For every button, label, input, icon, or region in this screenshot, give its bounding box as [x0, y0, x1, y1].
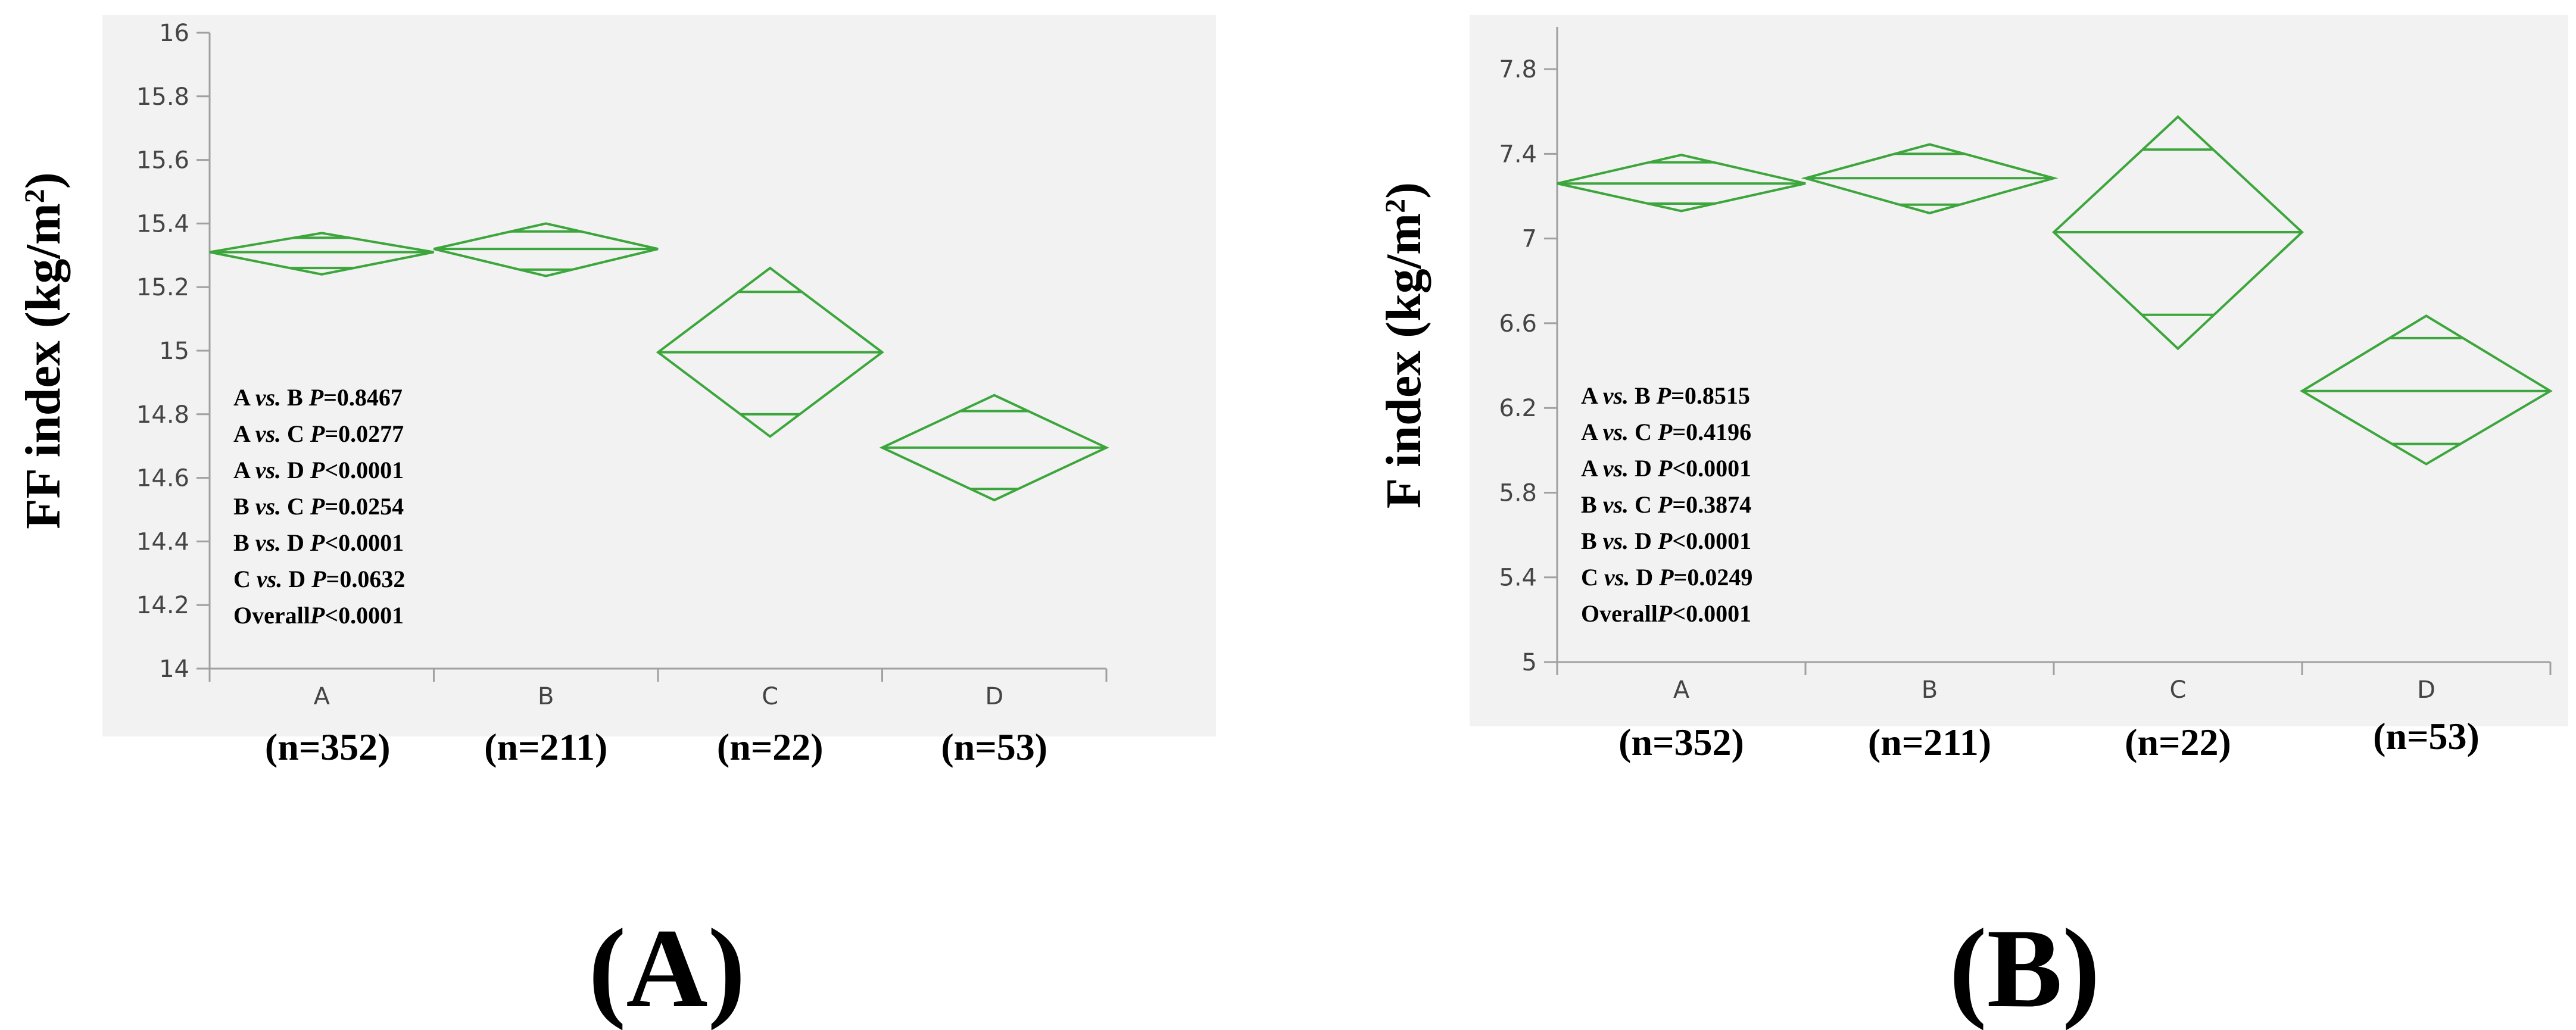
y-tick-label: 5 — [1522, 649, 1537, 676]
diamond-group-d — [879, 394, 1109, 502]
panel-label: (B) — [1949, 906, 2100, 1030]
y-tick-label: 16 — [159, 20, 189, 47]
x-tick-label: B — [538, 683, 554, 710]
comparison-p-value: A vs. D P<0.0001 — [233, 457, 404, 483]
group-n-label: (n=22) — [717, 726, 824, 768]
comparison-p-value: A vs. D P<0.0001 — [1581, 455, 1751, 482]
diamond-group-a — [209, 232, 434, 276]
comparison-p-value: A vs. C P=0.0277 — [233, 420, 404, 447]
y-tick-label: 15.8 — [136, 83, 189, 111]
y-tick-label: 7 — [1522, 226, 1537, 253]
x-tick-label: D — [985, 683, 1003, 710]
y-tick-label: 15.2 — [136, 274, 189, 301]
group-n-label: (n=22) — [2125, 721, 2231, 763]
comparison-p-value: B vs. C P=0.3874 — [1581, 491, 1751, 518]
comparison-p-value: C vs. D P=0.0632 — [233, 566, 405, 592]
comparison-p-value: A vs. B P=0.8467 — [233, 384, 403, 411]
diamond-group-c — [656, 266, 884, 438]
y-tick-label: 14 — [159, 656, 189, 683]
group-n-label: (n=352) — [265, 726, 391, 768]
diamond-group-b — [434, 222, 659, 277]
y-tick-label: 15.4 — [136, 210, 189, 238]
y-tick-label: 14.8 — [136, 401, 189, 429]
x-tick-label: A — [314, 683, 330, 710]
x-tick-label: C — [2170, 676, 2187, 704]
diamond-group-c — [2052, 115, 2304, 351]
comparison-p-value: A vs. B P=0.8515 — [1581, 382, 1750, 409]
panel-label: (A) — [588, 906, 746, 1030]
x-tick-label: B — [1922, 676, 1938, 704]
y-tick-label: 14.6 — [136, 465, 189, 492]
y-tick-label: 6.6 — [1499, 310, 1537, 338]
y-axis-label: FF index (kg/m2) — [15, 172, 71, 529]
chart-panel-b: 5 5.4 5.8 6.2 6.6 7 7.4 7.8 A (n=352) B (n=211) C (n=… — [1376, 15, 2568, 1030]
diamond-group-d — [2300, 314, 2553, 466]
chart-panel-a: 14 14.2 14.4 14.6 14.8 15 15.2 15.4 15.6 15.8 16 A (… — [15, 15, 1216, 1030]
y-tick-label: 5.8 — [1499, 479, 1537, 507]
comparison-p-value: B vs. C P=0.0254 — [233, 493, 404, 520]
comparison-p-value: A vs. C P=0.4196 — [1581, 419, 1751, 445]
diamond-group-b — [1801, 143, 2059, 215]
group-n-label: (n=352) — [1618, 721, 1744, 763]
y-tick-label: 7.8 — [1499, 56, 1537, 83]
overall-p-value: OverallP<0.0001 — [1581, 600, 1751, 627]
group-n-label: (n=53) — [941, 726, 1047, 768]
plot-background — [102, 15, 1216, 736]
overall-p-value: OverallP<0.0001 — [233, 602, 404, 629]
comparison-p-value: B vs. D P<0.0001 — [233, 529, 404, 556]
diamond-group-a — [1557, 154, 1806, 213]
y-axis-label: F index (kg/m2) — [1376, 182, 1432, 508]
group-n-label: (n=53) — [2373, 715, 2480, 757]
group-n-label: (n=211) — [484, 726, 607, 768]
comparison-p-value: B vs. D P<0.0001 — [1581, 528, 1751, 554]
y-tick-label: 14.2 — [136, 592, 189, 619]
y-tick-label: 5.4 — [1499, 564, 1537, 592]
y-tick-label: 7.4 — [1499, 141, 1537, 168]
y-tick-label: 15 — [159, 338, 189, 365]
x-tick-label: A — [1673, 676, 1690, 704]
group-n-label: (n=211) — [1868, 721, 1991, 763]
y-tick-label: 6.2 — [1499, 395, 1537, 422]
y-tick-label: 15.6 — [136, 147, 189, 174]
plot-background — [1470, 15, 2568, 726]
y-tick-label: 14.4 — [136, 528, 189, 555]
x-tick-label: D — [2417, 676, 2435, 704]
x-tick-label: C — [762, 683, 778, 710]
comparison-p-value: C vs. D P=0.0249 — [1581, 564, 1752, 591]
